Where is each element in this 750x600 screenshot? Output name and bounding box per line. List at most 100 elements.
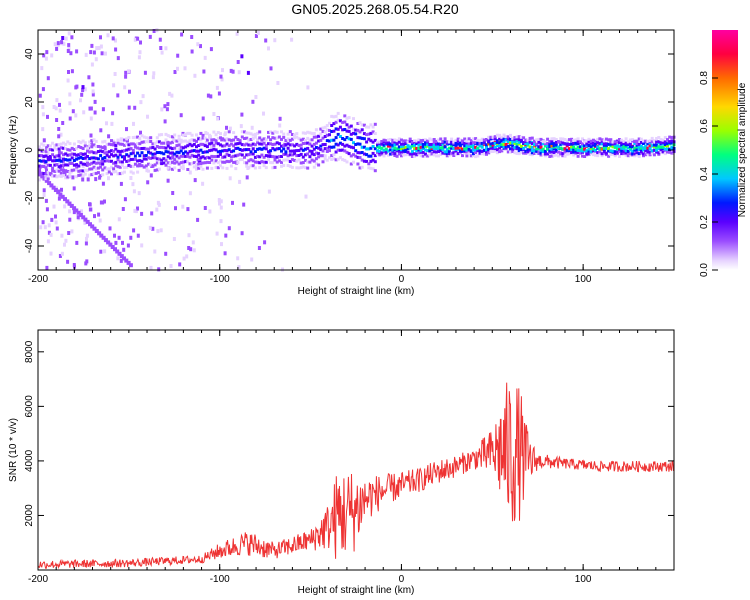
heatmap-band-cell <box>44 172 48 176</box>
heatmap-band-cell <box>461 142 464 146</box>
heatmap-band-cell <box>46 177 50 181</box>
heatmap-band-cell <box>205 166 209 170</box>
heatmap-noise-cell <box>47 223 51 228</box>
heatmap-band-cell <box>116 138 120 142</box>
heatmap-descending-cell <box>74 208 79 213</box>
heatmap-band-cell <box>328 149 331 153</box>
heatmap-band-cell <box>53 169 57 173</box>
heatmap-band-cell <box>404 139 408 143</box>
heatmap-band-cell <box>201 136 205 140</box>
heatmap-band-cell <box>352 141 355 145</box>
heatmap-noise-cell <box>66 78 70 83</box>
heatmap-band-cell <box>386 138 390 142</box>
heatmap-noise-cell <box>103 249 107 254</box>
heatmap-band-cell <box>594 153 597 157</box>
heatmap-band-cell <box>295 142 299 146</box>
heatmap-band-cell <box>245 136 249 140</box>
heatmap-band-cell <box>144 136 148 140</box>
heatmap-band-cell <box>528 140 532 144</box>
heatmap-band-cell <box>110 139 113 143</box>
heatmap-band-cell <box>386 144 390 148</box>
heatmap-band-cell <box>419 142 423 146</box>
heatmap-band-cell <box>552 147 556 151</box>
heatmap-band-cell <box>650 144 654 148</box>
heatmap-band-cell <box>356 155 360 159</box>
heatmap-band-cell <box>354 128 358 132</box>
heatmap-band-cell <box>585 139 589 143</box>
heatmap-band-cell <box>123 155 126 159</box>
heatmap-band-cell <box>393 154 397 157</box>
heatmap-band-cell <box>513 151 517 155</box>
heatmap-band-cell <box>535 138 539 142</box>
heatmap-band-cell <box>166 161 170 165</box>
heatmap-band-cell <box>219 132 222 136</box>
heatmap-band-cell <box>378 153 382 157</box>
heatmap-noise-cell <box>163 104 167 109</box>
heatmap-band-cell <box>360 151 364 154</box>
heatmap-noise-cell <box>250 125 254 130</box>
heatmap-band-cell <box>290 165 294 169</box>
heatmap-band-cell <box>439 153 443 156</box>
heatmap-band-cell <box>149 163 153 167</box>
heatmap-band-cell <box>345 150 349 154</box>
heatmap-band-cell <box>249 158 253 162</box>
heatmap-band-cell <box>147 162 150 166</box>
heatmap-band-cell <box>96 150 100 153</box>
heatmap-noise-cell <box>125 127 128 132</box>
heatmap-band-cell <box>247 165 251 169</box>
heatmap-band-cell <box>184 154 188 158</box>
heatmap-noise-cell <box>42 188 46 193</box>
heatmap-band-cell <box>463 144 467 148</box>
heatmap-noise-cell <box>98 218 102 223</box>
heatmap-band-cell <box>229 164 233 168</box>
heatmap-noise-cell <box>124 70 128 75</box>
heatmap-band-cell <box>223 148 227 152</box>
heatmap-band-cell <box>105 153 109 157</box>
heatmap-band-cell <box>434 142 438 146</box>
heatmap-band-cell <box>668 140 672 144</box>
heatmap-noise-cell <box>224 233 228 238</box>
heatmap-band-cell <box>554 153 558 157</box>
heatmap-band-cell <box>284 139 288 142</box>
heatmap-band-cell <box>249 132 253 136</box>
heatmap-band-cell <box>118 150 122 154</box>
heatmap-band-cell <box>559 151 563 155</box>
heatmap-band-cell <box>282 144 286 148</box>
heatmap-noise-cell <box>46 114 49 119</box>
heatmap-band-cell <box>495 133 499 137</box>
heatmap-band-cell <box>493 135 497 139</box>
heatmap-band-cell <box>519 135 523 139</box>
heatmap-band-cell <box>59 151 63 155</box>
heatmap-band-cell <box>666 147 669 151</box>
heatmap-band-cell <box>99 149 103 153</box>
heatmap-band-cell <box>581 154 584 158</box>
heatmap-band-cell <box>225 152 229 156</box>
heatmap-band-cell <box>467 137 471 141</box>
heatmap-band-cell <box>286 154 290 158</box>
heatmap-band-cell <box>147 147 150 151</box>
heatmap-band-cell <box>428 146 432 150</box>
heatmap-band-cell <box>129 152 133 156</box>
heatmap-band-cell <box>626 150 630 153</box>
heatmap-noise-cell <box>216 116 220 121</box>
heatmap-band-cell <box>164 163 168 167</box>
colorbar-tick-label: 0.8 <box>699 71 710 85</box>
heatmap-band-cell <box>323 135 327 138</box>
heatmap-noise-cell <box>166 178 170 183</box>
heatmap-band-cell <box>559 137 563 141</box>
heatmap-band-cell <box>306 130 310 134</box>
heatmap-band-cell <box>312 132 316 135</box>
heatmap-band-cell <box>456 152 460 156</box>
heatmap-noise-cell <box>66 49 70 53</box>
heatmap-band-cell <box>655 143 659 147</box>
heatmap-band-cell <box>151 142 155 146</box>
heatmap-band-cell <box>474 145 478 149</box>
heatmap-band-cell <box>528 145 532 149</box>
heatmap-noise-cell <box>150 211 154 216</box>
heatmap-band-cell <box>282 152 286 156</box>
heatmap-band-cell <box>83 162 87 166</box>
heatmap-noise-cell <box>191 240 195 245</box>
heatmap-band-cell <box>151 146 155 149</box>
heatmap-band-cell <box>190 162 194 165</box>
